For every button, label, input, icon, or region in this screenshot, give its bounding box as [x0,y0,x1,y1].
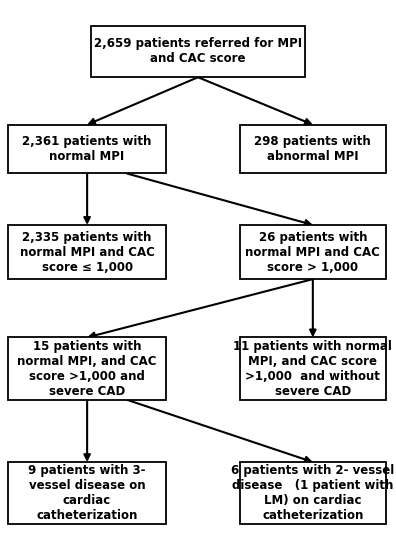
Text: 2,335 patients with
normal MPI and CAC
score ≤ 1,000: 2,335 patients with normal MPI and CAC s… [20,230,154,274]
Text: 11 patients with normal
MPI, and CAC score
>1,000  and without
severe CAD: 11 patients with normal MPI, and CAC sco… [233,339,392,398]
Text: 2,361 patients with
normal MPI: 2,361 patients with normal MPI [23,135,152,163]
FancyBboxPatch shape [240,337,386,400]
FancyBboxPatch shape [91,25,305,77]
FancyBboxPatch shape [8,462,166,525]
Text: 6 patients with 2- vessel
disease   (1 patient with
LM) on cardiac
catheterizati: 6 patients with 2- vessel disease (1 pat… [231,464,394,522]
FancyBboxPatch shape [8,225,166,279]
FancyBboxPatch shape [8,125,166,173]
Text: 9 patients with 3-
vessel disease on
cardiac
catheterization: 9 patients with 3- vessel disease on car… [29,464,146,522]
FancyBboxPatch shape [240,462,386,525]
FancyBboxPatch shape [240,225,386,279]
Text: 2,659 patients referred for MPI
and CAC score: 2,659 patients referred for MPI and CAC … [94,37,302,66]
FancyBboxPatch shape [240,125,386,173]
Text: 298 patients with
abnormal MPI: 298 patients with abnormal MPI [255,135,371,163]
Text: 15 patients with
normal MPI, and CAC
score >1,000 and
severe CAD: 15 patients with normal MPI, and CAC sco… [17,339,157,398]
FancyBboxPatch shape [8,337,166,400]
Text: 26 patients with
normal MPI and CAC
score > 1,000: 26 patients with normal MPI and CAC scor… [246,230,380,274]
